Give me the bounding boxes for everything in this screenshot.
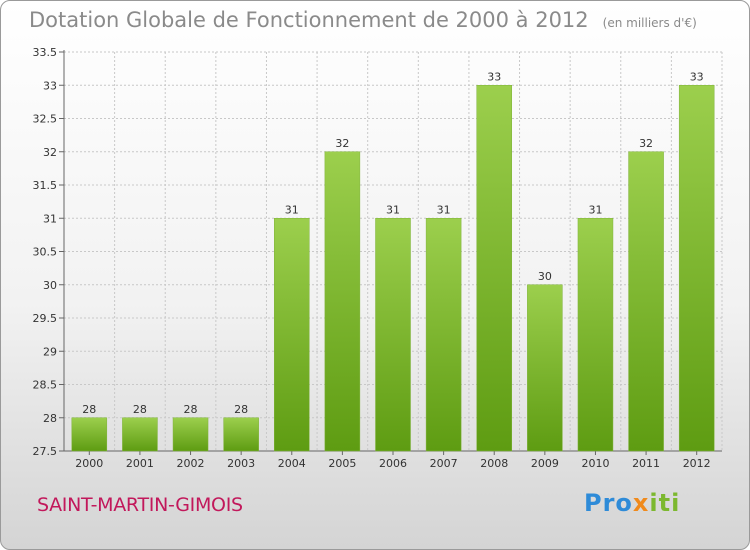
y-tick-label: 29 — [43, 345, 57, 358]
data-label: 28 — [184, 403, 198, 416]
x-tick-label: 2006 — [379, 457, 407, 470]
data-label: 32 — [335, 137, 349, 150]
y-tick-label: 31 — [43, 212, 57, 225]
y-tick-label: 27.5 — [33, 445, 58, 458]
data-label: 33 — [690, 70, 704, 83]
data-label: 31 — [386, 203, 400, 216]
y-tick-label: 33 — [43, 79, 57, 92]
data-label: 28 — [133, 403, 147, 416]
x-tick-label: 2003 — [227, 457, 255, 470]
y-tick-label: 30.5 — [33, 246, 58, 259]
data-label: 32 — [639, 137, 653, 150]
bar — [172, 417, 209, 452]
x-tick-label: 2002 — [177, 457, 205, 470]
x-tick-label: 2012 — [683, 457, 711, 470]
proxiti-logo: Proxiti — [584, 489, 680, 517]
commune-name: SAINT-MARTIN-GIMOIS — [37, 494, 243, 516]
axes: 27.5 28 28.5 29 29.5 30 30.5 31 31.5 32 32.5 33 33.5… — [33, 46, 722, 470]
y-tick-label: 32.5 — [33, 113, 58, 126]
bar — [274, 218, 310, 452]
logo-part-3: iti — [649, 489, 681, 517]
chart-unit-label: (en milliers d'€) — [602, 16, 697, 30]
bar — [678, 85, 715, 452]
x-tick-label: 2008 — [480, 457, 508, 470]
bar — [527, 284, 563, 452]
data-label: 30 — [538, 270, 552, 283]
y-tick-label: 32 — [43, 146, 57, 159]
data-label: 28 — [234, 403, 248, 416]
y-tick-label: 28.5 — [33, 379, 58, 392]
bar — [375, 218, 411, 452]
x-tick-label: 2007 — [430, 457, 458, 470]
data-label: 31 — [285, 203, 299, 216]
bar — [577, 218, 614, 452]
bar — [71, 417, 108, 452]
data-label: 33 — [487, 70, 501, 83]
logo-part-2: x — [632, 489, 650, 517]
x-tick-label: 2000 — [75, 457, 103, 470]
x-tick-label: 2011 — [632, 457, 660, 470]
data-label: 31 — [437, 203, 451, 216]
x-tick-label: 2010 — [581, 457, 609, 470]
y-tick-label: 31.5 — [33, 179, 58, 192]
data-label: 31 — [588, 203, 602, 216]
chart-title: Dotation Globale de Fonctionnement de 20… — [29, 8, 697, 32]
logo-part-1: Pro — [584, 489, 633, 517]
data-label: 28 — [82, 403, 96, 416]
chart-title-text: Dotation Globale de Fonctionnement de 20… — [29, 8, 589, 32]
x-tick-label: 2005 — [328, 457, 356, 470]
x-tick-label: 2004 — [278, 457, 306, 470]
bar — [324, 151, 361, 452]
x-tick-label: 2001 — [126, 457, 154, 470]
bars — [71, 85, 715, 452]
data-labels: 28 28 28 28 31 32 31 31 33 30 31 32 33 — [82, 70, 703, 416]
bar — [425, 218, 462, 452]
bar — [122, 417, 158, 452]
bar — [628, 151, 664, 452]
y-tick-label: 28 — [43, 412, 57, 425]
y-tick-label: 33.5 — [33, 46, 58, 59]
y-tick-label: 30 — [43, 279, 57, 292]
y-tick-label: 29.5 — [33, 312, 58, 325]
bar — [476, 85, 512, 452]
x-tick-label: 2009 — [531, 457, 559, 470]
bar — [223, 417, 259, 452]
